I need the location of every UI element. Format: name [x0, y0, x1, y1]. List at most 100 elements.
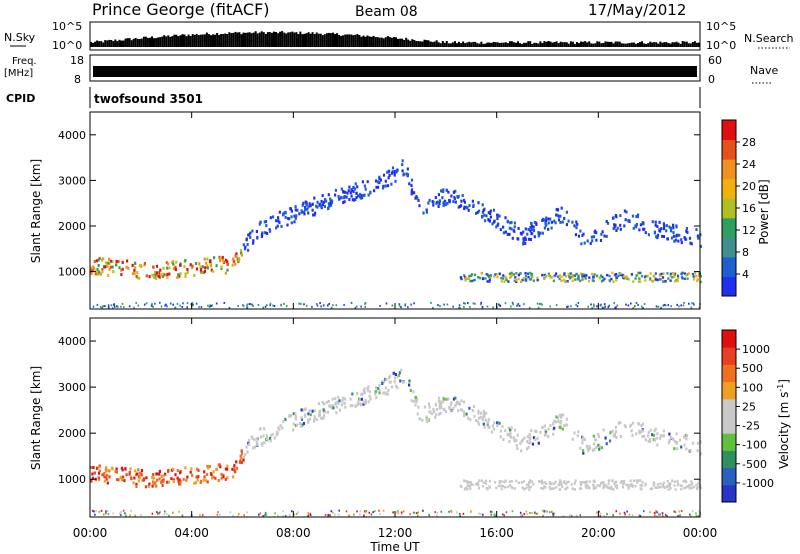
range-gate-cell: [508, 480, 511, 483]
range-gate-cell: [639, 430, 642, 434]
range-gate-cell: [527, 483, 530, 486]
nsky-sample: [246, 32, 249, 47]
range-gate-cell: [522, 276, 526, 280]
range-gate-cell: [134, 469, 137, 473]
range-gate-cell: [133, 272, 136, 276]
nsky-sample: [464, 43, 467, 47]
range-gate-cell: [239, 249, 243, 253]
range-gate-cell: [340, 196, 343, 200]
range-gate-cell: [269, 437, 272, 440]
range-gate-cell: [543, 424, 546, 428]
range-gate-cell: [393, 173, 396, 177]
range-gate-cell: [652, 481, 655, 484]
range-gate-cell: [163, 273, 166, 277]
range-gate-cell: [565, 482, 568, 486]
range-gate-cell: [143, 263, 146, 267]
range-gate-cell: [97, 465, 100, 469]
nsky-sample: [171, 36, 174, 47]
range-gate-cell: [246, 303, 249, 306]
range-gate-cell: [231, 263, 234, 267]
y-tick-label: 3000: [58, 174, 86, 187]
range-gate-cell: [382, 173, 386, 177]
range-gate-cell: [367, 385, 370, 389]
range-gate-cell: [467, 416, 470, 420]
range-gate-cell: [519, 231, 522, 235]
range-gate-cell: [520, 449, 523, 453]
range-gate-cell: [165, 303, 167, 306]
range-gate-cell: [450, 194, 453, 198]
nsky-sample: [179, 35, 182, 47]
range-gate-cell: [311, 305, 313, 308]
range-gate-cell: [598, 444, 601, 448]
range-gate-cell: [602, 483, 605, 486]
range-gate-cell: [602, 481, 605, 484]
range-gate-cell: [499, 228, 502, 232]
range-gate-cell: [592, 434, 595, 438]
range-gate-cell: [206, 257, 209, 261]
nsky-sample: [317, 33, 320, 47]
range-gate-cell: [543, 481, 546, 484]
range-gate-cell: [476, 420, 480, 424]
range-gate-cell: [458, 402, 461, 406]
range-gate-cell: [303, 413, 307, 417]
range-gate-cell: [349, 191, 352, 195]
range-gate-cell: [608, 304, 610, 307]
range-gate-cell: [657, 512, 660, 515]
range-gate-cell: [589, 446, 592, 450]
nsky-sample: [573, 43, 576, 47]
range-gate-cell: [529, 512, 531, 514]
nsky-sample: [350, 34, 353, 47]
range-gate-cell: [217, 463, 220, 467]
range-gate-cell: [386, 392, 389, 396]
range-gate-cell: [170, 477, 173, 481]
nsky-sample: [537, 43, 540, 47]
range-gate-cell: [653, 482, 656, 485]
range-gate-cell: [564, 423, 567, 427]
range-gate-cell: [469, 481, 472, 484]
range-gate-cell: [581, 438, 584, 442]
range-gate-cell: [559, 480, 562, 484]
range-gate-cell: [688, 485, 691, 488]
nsky-sample: [632, 42, 635, 47]
range-gate-cell: [688, 483, 691, 487]
range-gate-cell: [372, 511, 374, 514]
range-gate-cell: [355, 191, 358, 195]
range-gate-cell: [121, 468, 124, 472]
range-gate-cell: [531, 275, 534, 279]
range-gate-cell: [128, 472, 131, 476]
range-gate-cell: [582, 451, 585, 455]
nsky-sample: [222, 34, 225, 47]
range-gate-cell: [115, 467, 118, 471]
range-gate-cell: [134, 514, 136, 517]
range-gate-cell: [482, 415, 485, 419]
range-gate-cell: [137, 468, 140, 472]
range-gate-cell: [169, 302, 172, 305]
range-gate-cell: [356, 392, 359, 395]
nsky-sample: [693, 41, 696, 47]
range-gate-cell: [662, 481, 665, 485]
range-gate-cell: [284, 514, 287, 517]
range-gate-cell: [641, 481, 644, 484]
range-gate-cell: [172, 480, 175, 483]
nsky-sample: [352, 35, 355, 47]
nsky-sample: [594, 43, 597, 47]
nsky-sample: [205, 32, 208, 47]
range-gate-cell: [568, 277, 572, 280]
nsky-sample: [262, 32, 265, 47]
nsearch-tick-top: 10^5: [706, 20, 736, 33]
range-gate-cell: [530, 232, 533, 235]
range-gate-cell: [356, 402, 359, 406]
range-gate-cell: [136, 271, 139, 275]
range-gate-cell: [527, 485, 530, 489]
range-gate-cell: [531, 511, 533, 514]
velocity-colorbar-label-end: ]: [777, 379, 791, 384]
range-gate-cell: [538, 480, 541, 483]
range-gate-cell: [176, 302, 179, 305]
range-gate-cell: [307, 412, 310, 416]
y-tick-label: 2000: [58, 220, 86, 233]
range-gate-cell: [552, 279, 555, 283]
range-gate-cell: [382, 391, 385, 395]
range-gate-cell: [302, 210, 305, 214]
range-gate-cell: [464, 279, 467, 282]
